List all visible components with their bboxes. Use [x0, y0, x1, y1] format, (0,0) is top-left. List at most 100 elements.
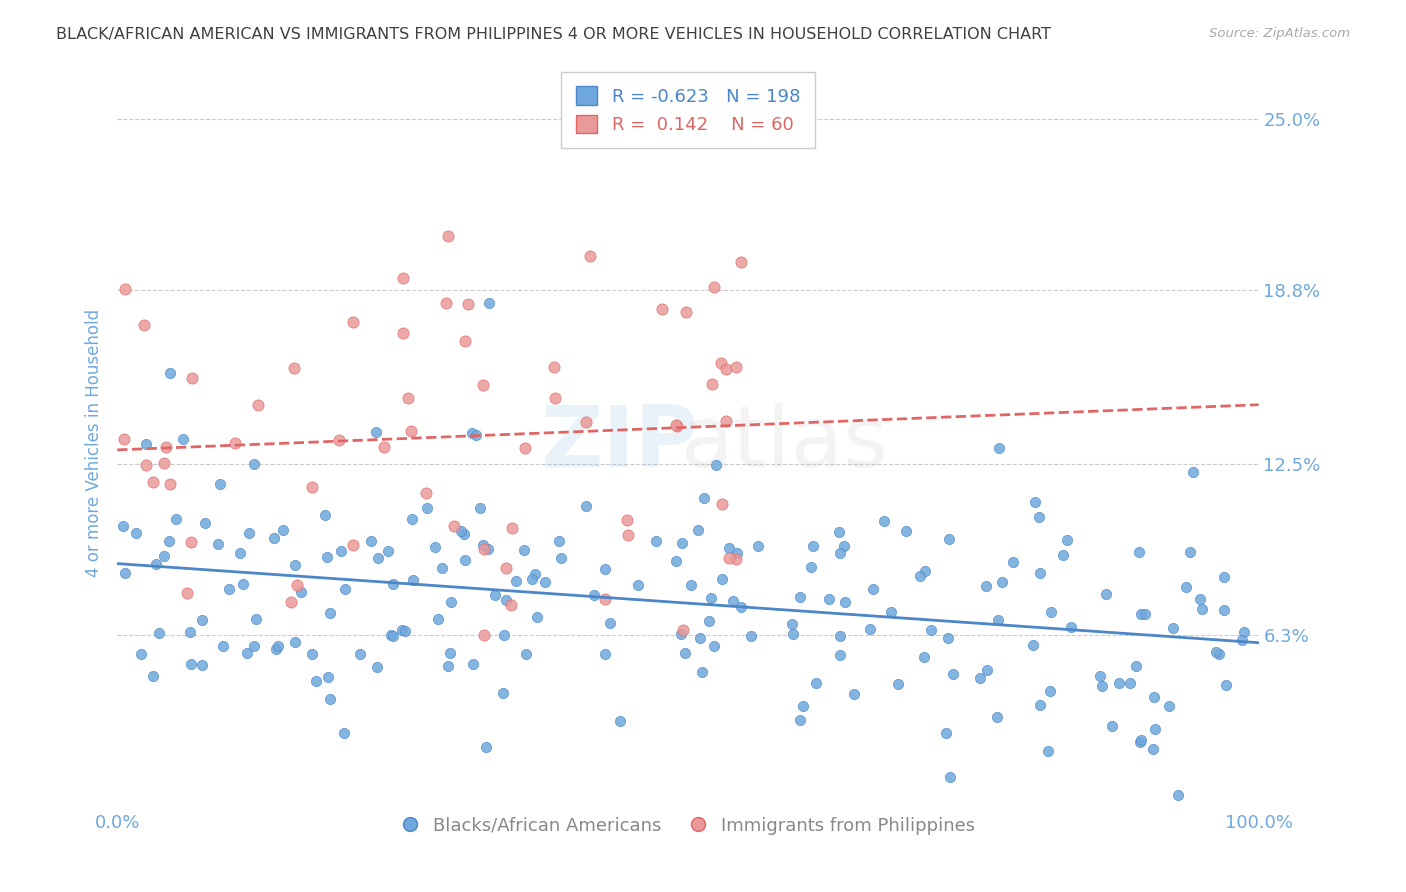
Point: [515, 648, 537, 662]
Point: [477, 542, 499, 557]
Point: [472, 628, 495, 642]
Point: [315, 550, 337, 565]
Point: [134, 318, 156, 332]
Point: [714, 413, 737, 427]
Point: [1036, 744, 1059, 758]
Point: [703, 639, 725, 653]
Point: [1215, 678, 1237, 692]
Point: [426, 612, 449, 626]
Point: [232, 577, 254, 591]
Point: [328, 433, 350, 447]
Point: [1161, 622, 1184, 636]
Point: [1101, 719, 1123, 733]
Point: [1175, 580, 1198, 594]
Point: [267, 639, 290, 653]
Point: [533, 574, 555, 589]
Point: [238, 526, 260, 541]
Point: [1056, 533, 1078, 547]
Point: [1052, 549, 1074, 563]
Point: [475, 739, 498, 754]
Point: [453, 526, 475, 541]
Point: [800, 560, 823, 574]
Point: [1159, 698, 1181, 713]
Point: [920, 623, 942, 637]
Point: [349, 647, 371, 661]
Point: [912, 650, 935, 665]
Point: [617, 528, 640, 542]
Point: [544, 392, 567, 406]
Point: [703, 279, 725, 293]
Point: [190, 657, 212, 672]
Point: [437, 228, 460, 243]
Point: [804, 676, 827, 690]
Point: [710, 497, 733, 511]
Point: [246, 398, 269, 412]
Point: [301, 479, 323, 493]
Point: [457, 297, 479, 311]
Point: [360, 533, 382, 548]
Point: [1130, 733, 1153, 747]
Point: [212, 640, 235, 654]
Point: [432, 561, 454, 575]
Legend: Blacks/African Americans, Immigrants from Philippines: Blacks/African Americans, Immigrants fro…: [391, 807, 984, 844]
Point: [243, 457, 266, 471]
Point: [434, 295, 457, 310]
Point: [148, 626, 170, 640]
Point: [717, 551, 740, 566]
Point: [382, 629, 405, 643]
Point: [672, 623, 695, 637]
Point: [284, 558, 307, 572]
Point: [579, 249, 602, 263]
Point: [1039, 606, 1062, 620]
Point: [495, 592, 517, 607]
Point: [1129, 735, 1152, 749]
Point: [689, 632, 711, 646]
Point: [1233, 624, 1256, 639]
Point: [651, 301, 673, 316]
Point: [301, 647, 323, 661]
Point: [830, 546, 852, 560]
Point: [290, 585, 312, 599]
Point: [991, 575, 1014, 590]
Point: [501, 521, 523, 535]
Point: [1039, 683, 1062, 698]
Point: [1095, 587, 1118, 601]
Point: [283, 360, 305, 375]
Point: [1059, 620, 1081, 634]
Point: [717, 541, 740, 556]
Point: [494, 627, 516, 641]
Point: [316, 669, 339, 683]
Point: [1029, 566, 1052, 580]
Point: [1191, 602, 1213, 616]
Point: [700, 377, 723, 392]
Point: [114, 282, 136, 296]
Point: [730, 599, 752, 614]
Point: [401, 424, 423, 438]
Point: [828, 525, 851, 540]
Point: [491, 686, 513, 700]
Point: [314, 508, 336, 523]
Point: [501, 598, 523, 612]
Point: [159, 366, 181, 380]
Point: [1167, 789, 1189, 803]
Point: [792, 698, 814, 713]
Point: [645, 534, 668, 549]
Point: [495, 561, 517, 575]
Point: [693, 491, 716, 505]
Point: [714, 362, 737, 376]
Point: [828, 648, 851, 663]
Point: [112, 432, 135, 446]
Point: [425, 540, 447, 554]
Point: [1142, 742, 1164, 756]
Point: [1144, 722, 1167, 736]
Point: [179, 624, 201, 639]
Point: [401, 574, 423, 588]
Point: [1189, 591, 1212, 606]
Point: [887, 677, 910, 691]
Point: [942, 667, 965, 681]
Point: [396, 392, 419, 406]
Point: [987, 441, 1010, 455]
Point: [740, 629, 762, 643]
Point: [380, 628, 402, 642]
Point: [152, 549, 174, 563]
